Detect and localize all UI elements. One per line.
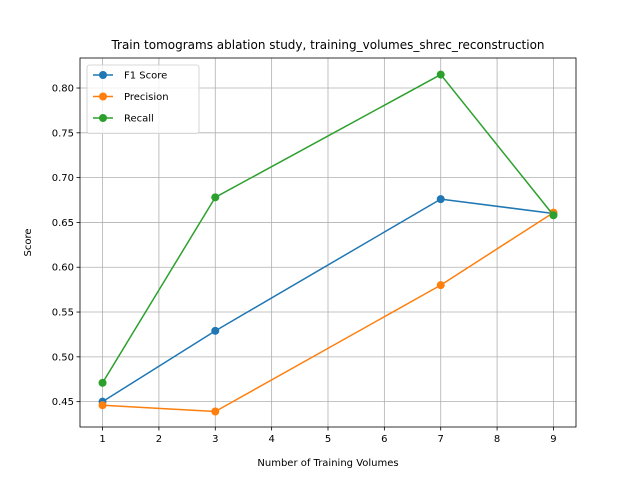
x-tick-label: 1 <box>99 434 105 445</box>
y-tick-label: 0.75 <box>52 128 74 139</box>
data-point <box>211 326 220 335</box>
y-tick-label: 0.70 <box>52 173 74 184</box>
data-point <box>436 70 445 79</box>
legend-marker <box>99 71 107 79</box>
data-point <box>211 193 220 202</box>
y-tick-label: 0.50 <box>52 352 74 363</box>
x-tick-label: 3 <box>212 434 218 445</box>
y-axis-label: Score <box>23 228 34 256</box>
x-tick-label: 4 <box>268 434 274 445</box>
series-line <box>102 198 554 403</box>
data-point <box>211 407 220 416</box>
y-axis: 0.45 0.50 0.55 0.60 0.65 0.70 0.75 0.80 <box>52 84 80 408</box>
y-tick-label: 0.80 <box>52 84 74 95</box>
legend-marker <box>99 92 107 101</box>
legend-label: Precision <box>124 92 169 103</box>
x-tick-label: 2 <box>156 434 162 445</box>
chart-title: Train tomograms ablation study, training… <box>110 38 544 52</box>
series-line <box>101 73 555 384</box>
data-point <box>549 211 558 220</box>
legend: F1 Score Precision Recall <box>86 64 200 134</box>
data-point <box>436 195 445 204</box>
legend-item: F1 Score <box>93 71 167 82</box>
grid <box>80 58 576 427</box>
x-tick-label: 5 <box>325 434 331 445</box>
series-recall <box>98 70 558 387</box>
x-tick-label: 7 <box>438 434 444 445</box>
legend-item: Precision <box>93 92 169 103</box>
legend-label: F1 Score <box>124 71 167 82</box>
legend-box <box>86 64 200 134</box>
series-precision <box>98 208 558 416</box>
legend-item: Recall <box>93 114 154 125</box>
x-tick-label: 8 <box>494 434 500 445</box>
y-tick-label: 0.65 <box>52 218 74 229</box>
y-tick-label: 0.60 <box>52 263 74 274</box>
legend-marker <box>99 114 107 122</box>
x-axis-label: Number of Training Volumes <box>257 458 398 469</box>
legend-label: Recall <box>124 114 154 125</box>
y-tick-label: 0.45 <box>52 397 74 408</box>
y-tick-label: 0.55 <box>52 308 74 319</box>
series-line <box>102 211 554 413</box>
data-point <box>98 378 107 387</box>
x-tick-label: 6 <box>381 434 387 445</box>
data-point <box>436 281 445 290</box>
x-axis: 1 2 3 4 5 6 7 8 9 <box>99 427 557 445</box>
data-point <box>98 401 107 410</box>
series-layer <box>98 70 558 416</box>
x-tick-label: 9 <box>550 434 556 445</box>
